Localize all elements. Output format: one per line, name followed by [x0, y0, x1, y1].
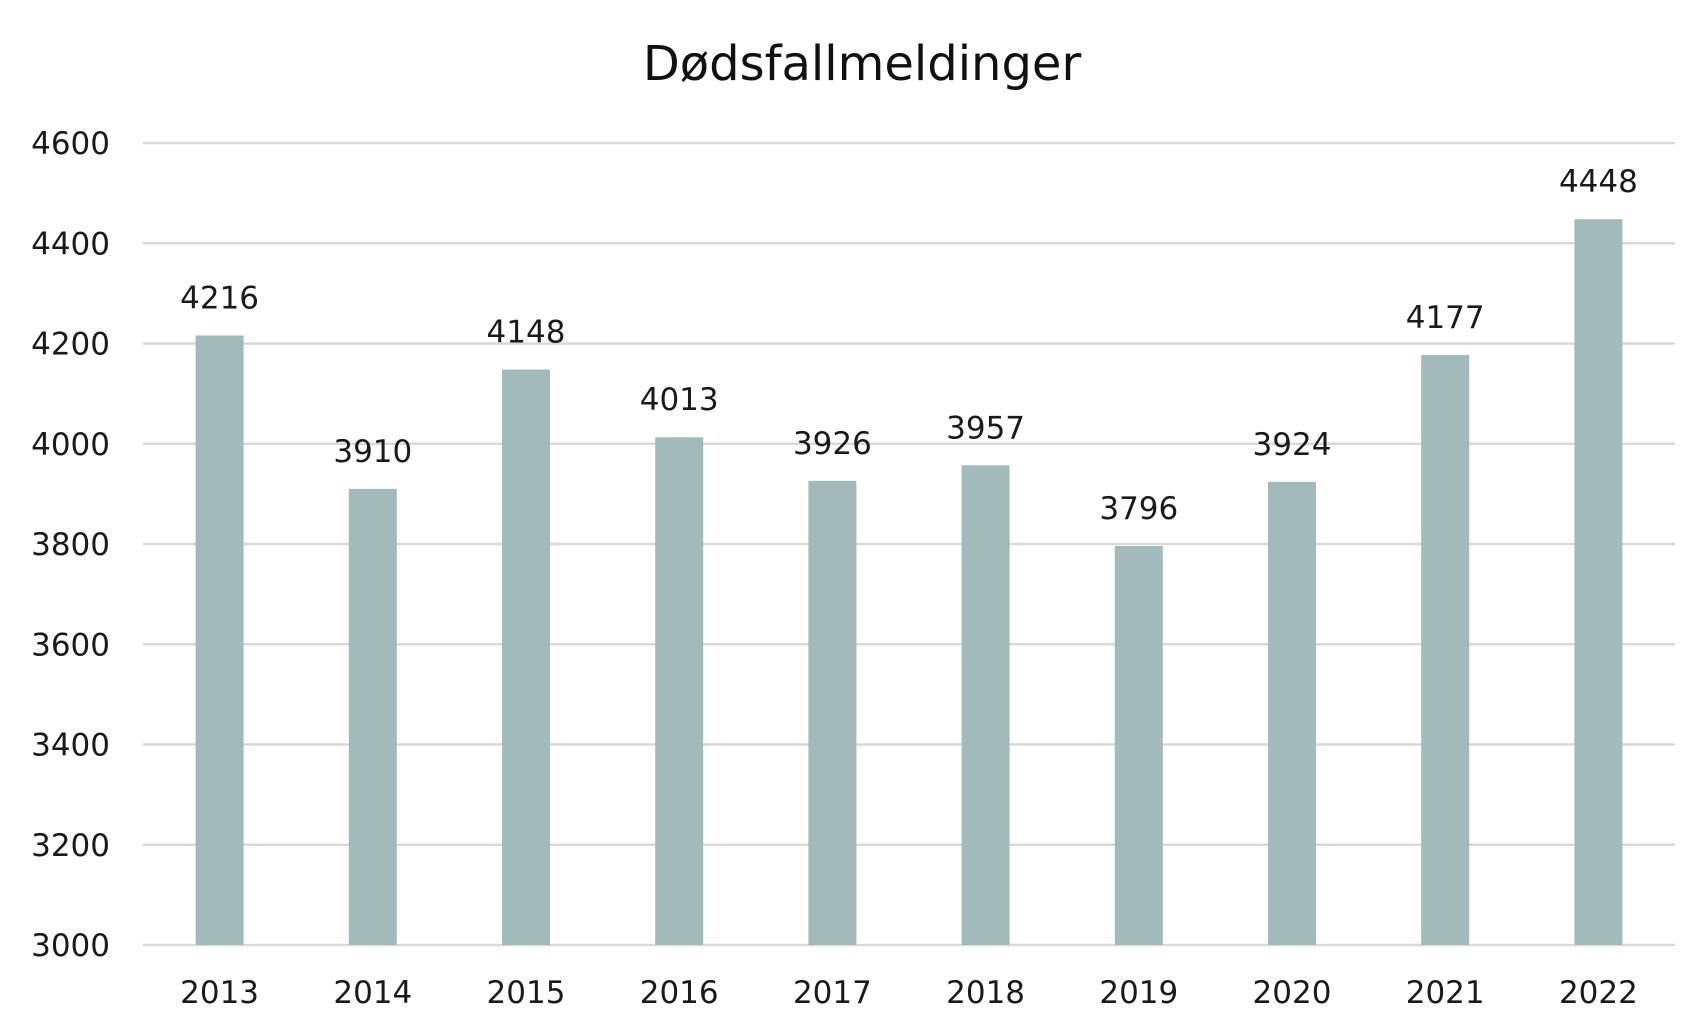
- bar: [1421, 355, 1470, 945]
- x-axis-ticks: 2013 2014 2015 2016 2017 2018 2019 2020 2021 2022: [180, 975, 1638, 1011]
- bar: [502, 369, 550, 945]
- gridlines: [143, 141, 1675, 947]
- bar: [808, 480, 857, 945]
- y-tick-label: 3600: [31, 627, 110, 663]
- data-label: 4177: [1406, 300, 1485, 336]
- data-labels: 4216 3910 4148 4013 3926 3957 3796 3924 4177 4448: [180, 164, 1638, 527]
- y-tick-label: 3800: [31, 527, 110, 563]
- y-tick-label: 4000: [31, 427, 110, 463]
- data-label: 3957: [946, 410, 1025, 446]
- x-tick-label: 2021: [1406, 975, 1485, 1011]
- data-label: 3796: [1099, 491, 1178, 527]
- bar: [1114, 546, 1163, 945]
- data-label: 4216: [180, 280, 259, 316]
- y-tick-label: 4600: [31, 126, 110, 162]
- y-tick-label: 3200: [31, 828, 110, 864]
- x-tick-label: 2019: [1099, 975, 1178, 1011]
- data-label: 3924: [1253, 427, 1332, 463]
- x-tick-label: 2018: [946, 975, 1025, 1011]
- y-tick-label: 3400: [31, 728, 110, 764]
- bar: [961, 465, 1010, 945]
- x-tick-label: 2022: [1559, 975, 1638, 1011]
- x-tick-label: 2015: [487, 975, 566, 1011]
- x-tick-label: 2014: [333, 975, 412, 1011]
- data-label: 3926: [793, 426, 872, 462]
- y-tick-label: 3000: [31, 928, 110, 964]
- bar: [1268, 481, 1316, 945]
- bar: [348, 488, 397, 945]
- bar: [1574, 219, 1623, 945]
- x-tick-label: 2017: [793, 975, 872, 1011]
- x-tick-label: 2020: [1253, 975, 1332, 1011]
- y-tick-label: 4200: [31, 327, 110, 363]
- data-label: 4148: [487, 315, 566, 351]
- y-tick-label: 4400: [31, 226, 110, 262]
- bar: [195, 335, 244, 946]
- x-tick-label: 2013: [180, 975, 259, 1011]
- data-label: 3910: [333, 434, 412, 470]
- bars: [195, 219, 1623, 946]
- y-axis-ticks: 3000 3200 3400 3600 3800 4000 4200 4400 4600: [31, 126, 110, 964]
- bar: [655, 437, 704, 945]
- x-tick-label: 2016: [640, 975, 719, 1011]
- data-label: 4013: [640, 382, 719, 418]
- chart-title: Dødsfallmeldinger: [643, 36, 1082, 92]
- data-label: 4448: [1559, 164, 1638, 200]
